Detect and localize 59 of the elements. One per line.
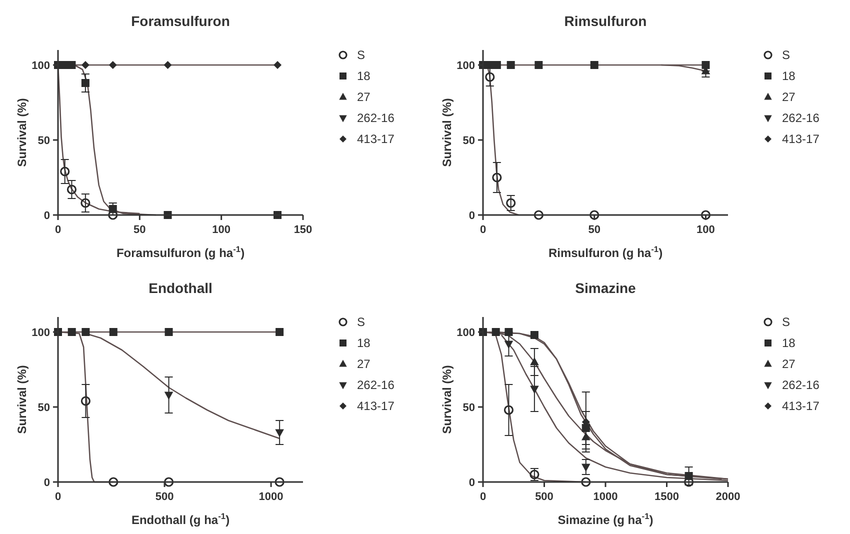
legend-label: 27 [357,357,371,372]
x-tick-label: 0 [54,224,62,236]
legend-label: 262-16 [357,111,395,126]
legend-label: 262-16 [782,378,820,392]
legend-label: S [782,48,790,62]
legend-label: 413-17 [357,399,395,414]
legend-label: 18 [357,336,371,350]
y-tick-label: 50 [38,134,50,147]
legend-label: 27 [782,357,796,372]
y-tick-label: 50 [462,134,475,147]
x-tick-label: 0 [480,224,486,236]
x-tick-label: 1000 [593,491,618,503]
y-tick-label: 0 [468,476,475,489]
x-tick-label: 150 [294,224,312,236]
y-tick-label: 100 [456,326,475,339]
y-tick-label: 100 [32,60,50,72]
y-axis-title: Survival (%) [15,98,29,167]
chart-title: Foramsulfuron [131,13,230,29]
legend-label: S [782,315,790,330]
chart-title: Endothall [148,280,212,296]
legend-label: 27 [357,90,371,104]
x-tick-label: 100 [696,224,715,236]
y-axis-title: Survival (%) [440,98,454,167]
legend-label: 413-17 [782,399,820,414]
legend-label: 262-16 [357,378,395,392]
legend-label: 18 [357,69,371,84]
y-axis-title: Survival (%) [440,365,454,434]
legend-label: 413-17 [782,132,820,146]
x-tick-label: 1000 [258,491,284,503]
x-tick-label: 0 [54,491,62,503]
y-axis-title: Survival (%) [15,365,29,434]
chart-title: Rimsulfuron [564,13,647,29]
x-axis-title: Foramsulfuron (g ha$^{-1}$) [116,244,245,260]
x-axis-title: Simazine (g ha$^{-1}$) [558,511,654,527]
y-tick-label: 100 [456,60,475,72]
x-tick-label: 500 [155,491,174,503]
y-tick-label: 0 [44,210,50,222]
chart-title: Simazine [575,280,636,296]
x-tick-label: 1500 [654,491,679,503]
x-tick-label: 2000 [716,491,740,503]
y-tick-label: 50 [462,402,475,414]
x-tick-label: 0 [480,491,486,503]
legend-label: 27 [782,90,796,104]
legend-label: S [357,315,366,330]
x-tick-label: 100 [212,224,231,236]
y-tick-label: 50 [38,402,50,414]
legend-label: S [357,48,366,62]
legend-label: 18 [782,336,796,350]
x-tick-label: 500 [535,491,554,503]
x-tick-label: 50 [588,224,600,236]
legend-label: 262-16 [782,111,820,126]
legend-label: 18 [782,69,796,84]
x-tick-label: 50 [134,224,146,236]
y-tick-label: 0 [468,210,475,222]
legend-label: 413-17 [357,132,395,146]
y-tick-label: 100 [32,326,50,339]
x-axis-title: Rimsulfuron (g ha$^{-1}$) [548,244,663,260]
x-axis-title: Endothall (g ha$^{-1}$) [131,511,230,527]
y-tick-label: 0 [44,476,50,489]
